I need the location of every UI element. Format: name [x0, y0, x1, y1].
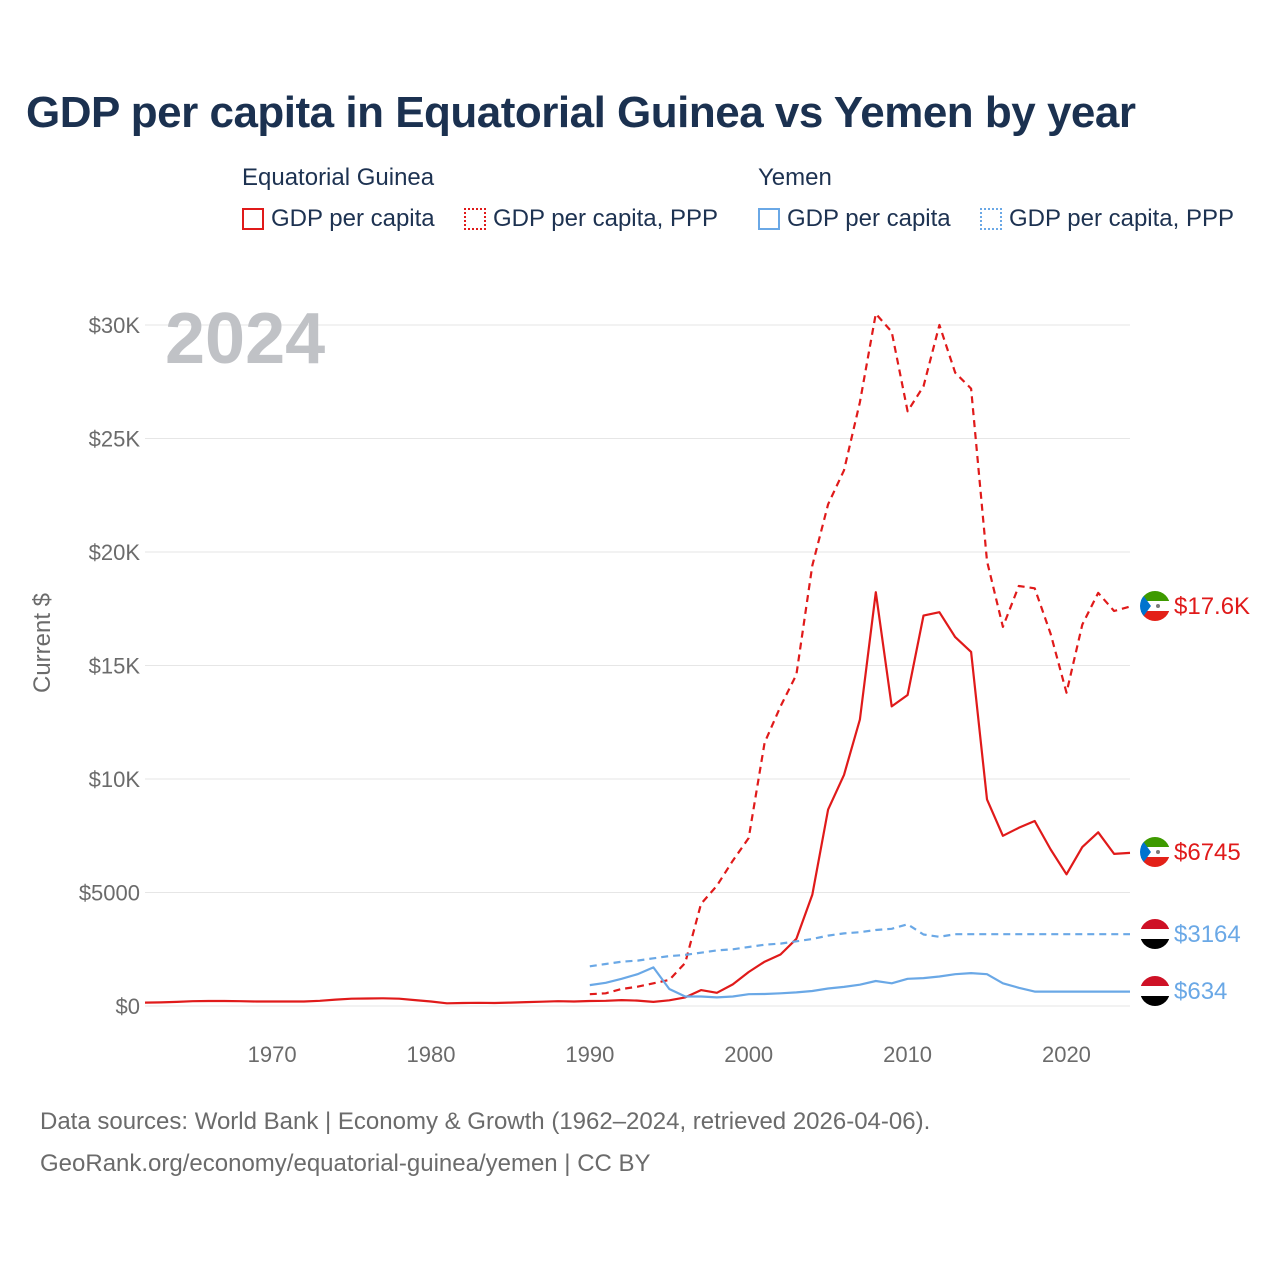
- legend-swatch-dotted: [980, 208, 1002, 230]
- end-value-label: $3164: [1174, 921, 1241, 948]
- x-tick-label: 1990: [565, 1042, 614, 1067]
- legend-swatch-solid: [242, 208, 264, 230]
- grid-lines: [145, 324, 1130, 1007]
- x-tick-label: 2010: [883, 1042, 932, 1067]
- legend-group-equatorial-guinea: Equatorial Guinea: [242, 164, 435, 191]
- y-tick-label: $0: [116, 994, 140, 1019]
- legend-label: GDP per capita, PPP: [1009, 205, 1234, 232]
- footer-sources: Data sources: World Bank | Economy & Gro…: [40, 1108, 931, 1135]
- legend-label: GDP per capita, PPP: [493, 205, 718, 232]
- x-tick-label: 1970: [248, 1042, 297, 1067]
- chart-title: GDP per capita in Equatorial Guinea vs Y…: [26, 88, 1136, 137]
- y-tick-label: $20K: [89, 540, 141, 565]
- x-tick-label: 2020: [1042, 1042, 1091, 1067]
- flag-equatorial-guinea-icon: [1140, 591, 1170, 621]
- flag-yemen-icon: [1140, 919, 1170, 949]
- flag-yemen-icon: [1140, 976, 1170, 1006]
- end-flags: [1140, 591, 1170, 1006]
- legend-swatch-solid: [758, 208, 780, 230]
- legend-item-eg-gdp-ppp[interactable]: GDP per capita, PPP: [464, 205, 718, 233]
- x-tick-label: 2000: [724, 1042, 773, 1067]
- y-tick-label: $30K: [89, 313, 141, 338]
- y-tick-label: $5000: [79, 881, 140, 906]
- legend-item-ye-gdp[interactable]: GDP per capita: [758, 205, 951, 233]
- end-value-label: $17.6K: [1174, 593, 1250, 620]
- legend-item-eg-gdp[interactable]: GDP per capita: [242, 205, 435, 233]
- y-tick-label: $15K: [89, 654, 141, 679]
- legend-group-yemen: Yemen: [758, 164, 832, 191]
- legend-label: GDP per capita: [271, 205, 435, 232]
- year-watermark: 2024: [165, 299, 325, 379]
- x-tick-label: 1980: [406, 1042, 455, 1067]
- y-tick-label: $10K: [89, 767, 141, 792]
- end-value-label: $634: [1174, 978, 1227, 1005]
- y-axis-label: Current $: [29, 593, 56, 693]
- legend-swatch-dotted: [464, 208, 486, 230]
- series-line: [144, 591, 1131, 1005]
- series-line: [589, 312, 1131, 996]
- end-value-label: $6745: [1174, 839, 1241, 866]
- footer-credit[interactable]: GeoRank.org/economy/equatorial-guinea/ye…: [40, 1150, 651, 1177]
- series-line: [589, 966, 1130, 999]
- legend-label: GDP per capita: [787, 205, 951, 232]
- flag-equatorial-guinea-icon: [1140, 837, 1170, 867]
- y-tick-label: $25K: [89, 427, 141, 452]
- legend-item-ye-gdp-ppp[interactable]: GDP per capita, PPP: [980, 205, 1234, 233]
- series-line: [589, 923, 1130, 968]
